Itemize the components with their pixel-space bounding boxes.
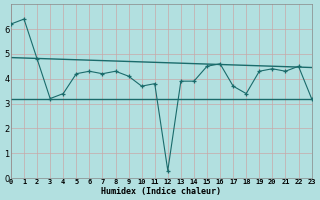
- X-axis label: Humidex (Indice chaleur): Humidex (Indice chaleur): [101, 187, 221, 196]
